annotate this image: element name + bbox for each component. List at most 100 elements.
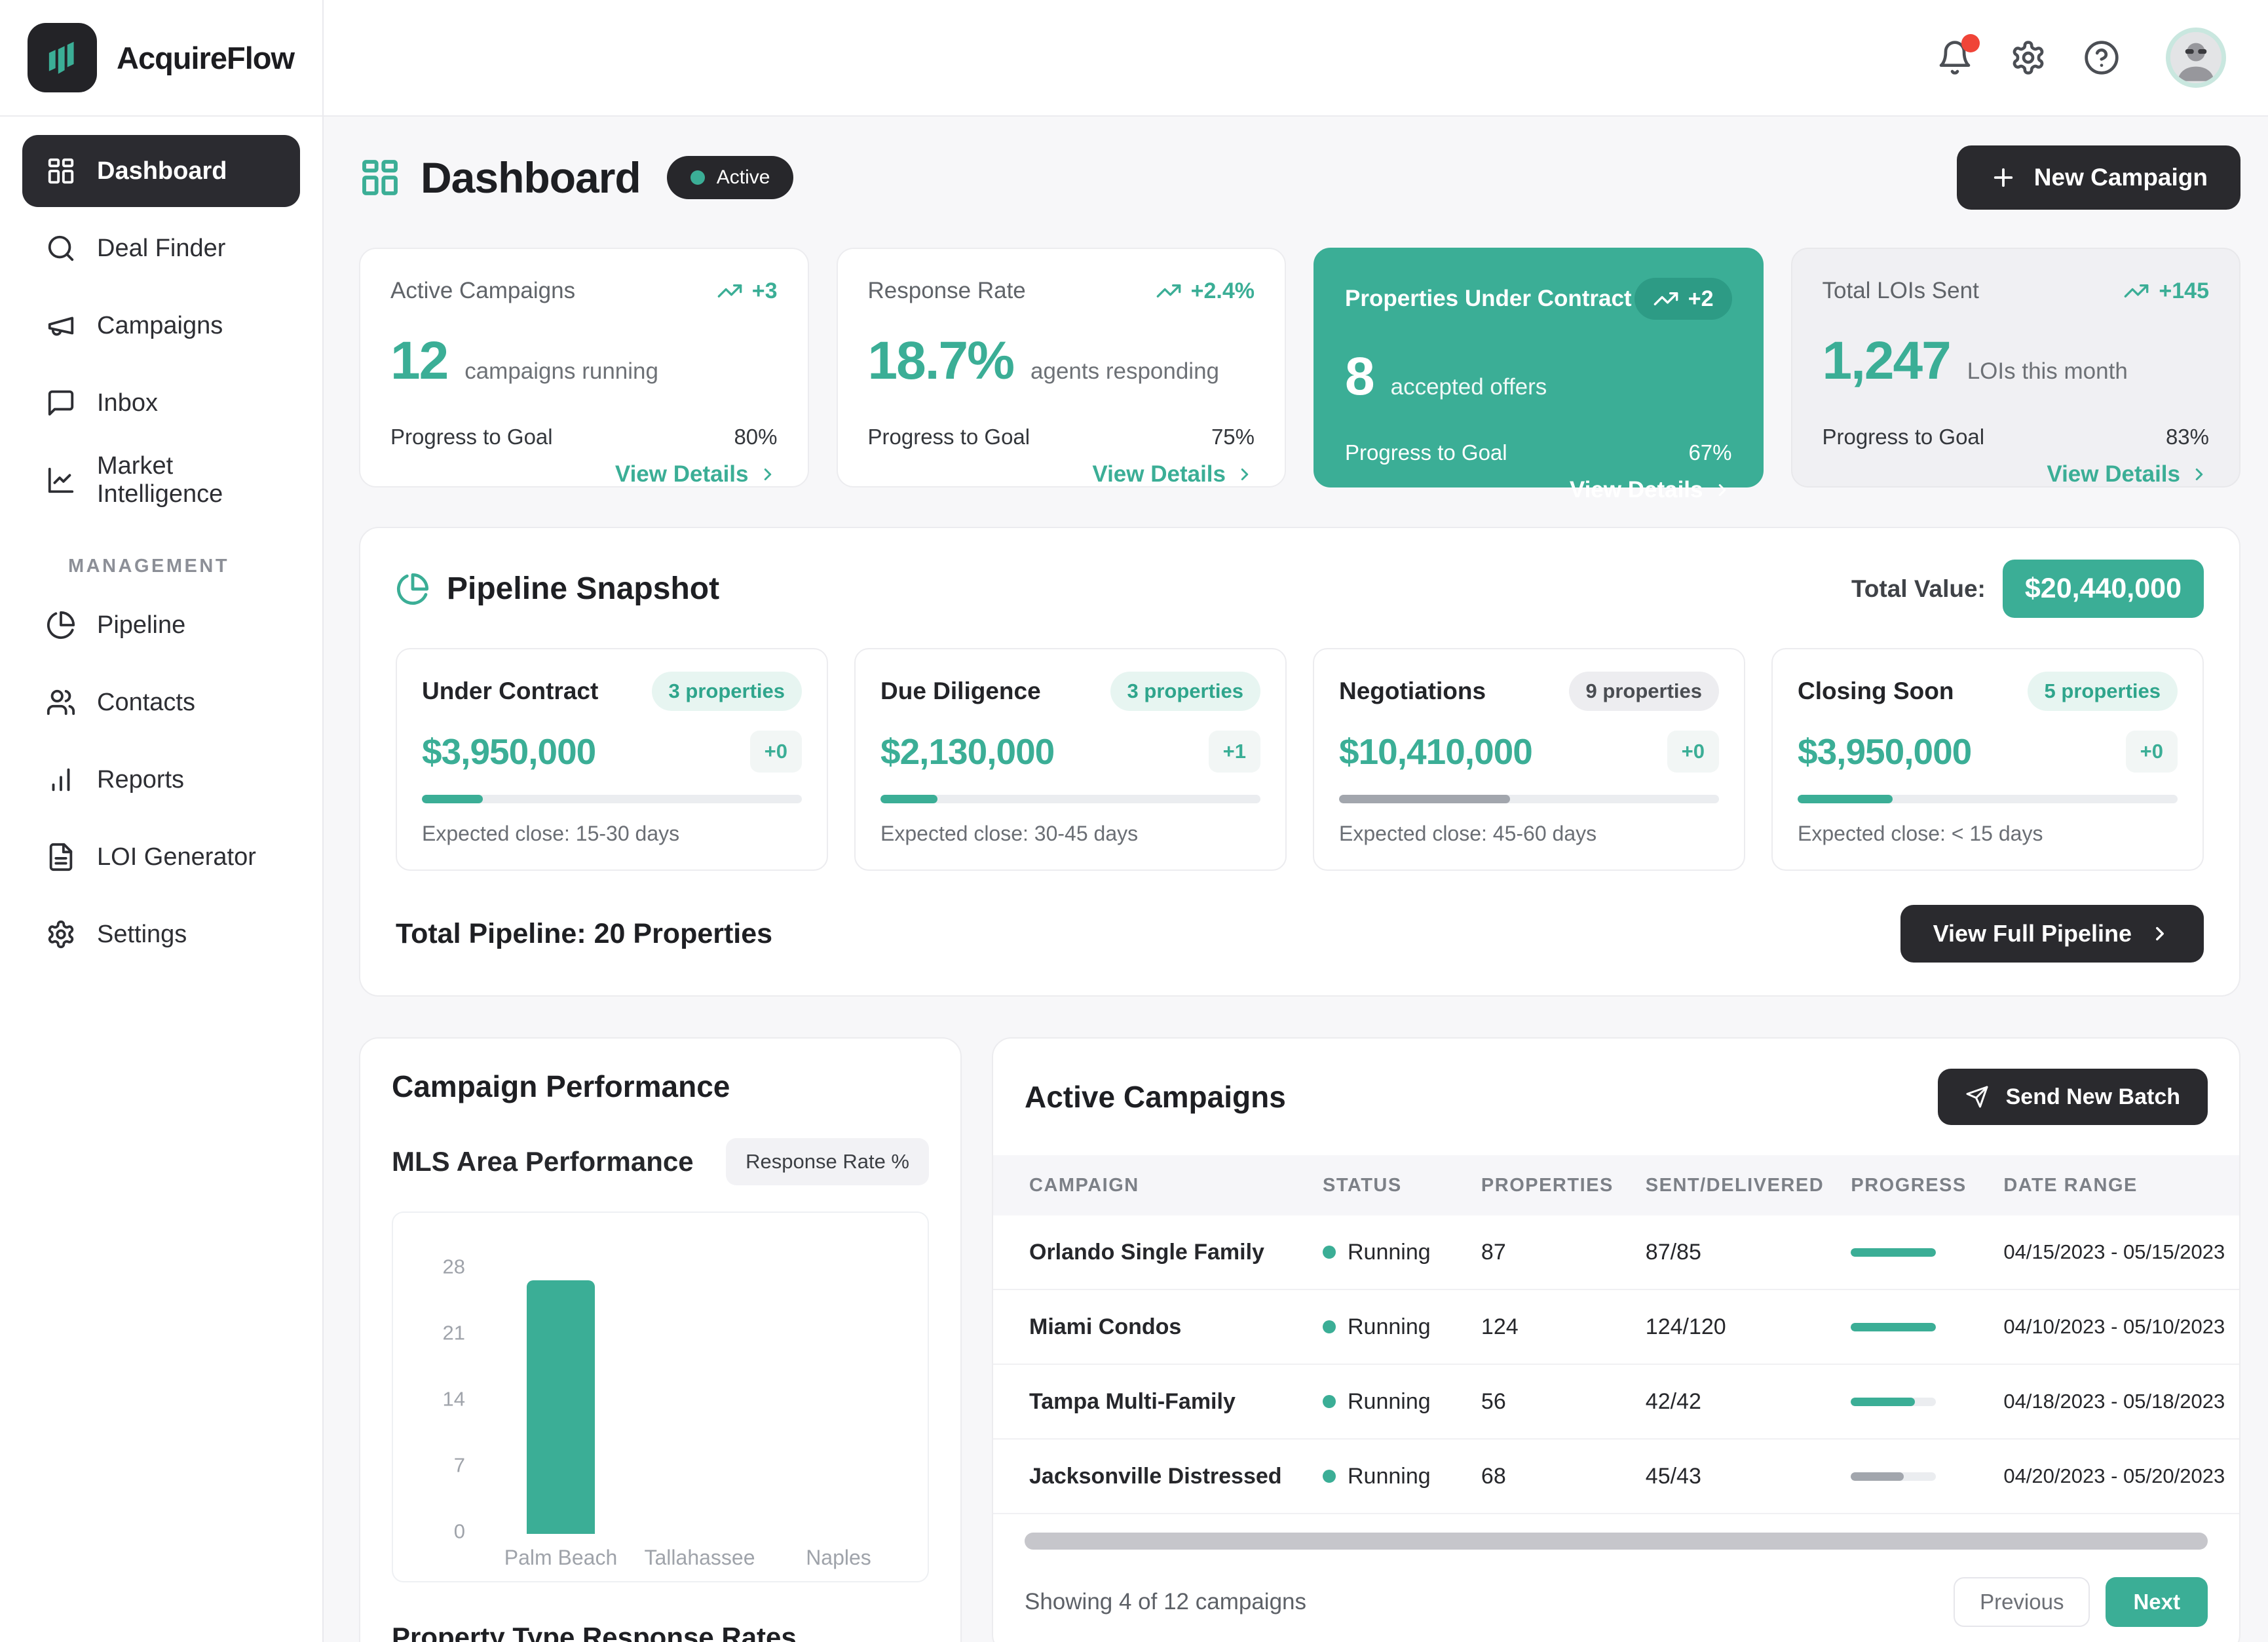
cell-properties: 87 <box>1481 1239 1506 1265</box>
progress-percent: 75% <box>1211 425 1255 449</box>
page-title: Dashboard <box>421 153 641 202</box>
dashboard-grid-icon <box>46 156 76 186</box>
sidebar-section-label: MANAGEMENT <box>68 556 230 577</box>
table-row-jacksonville-distressed[interactable]: Jacksonville Distressed Running 68 45/43… <box>993 1440 2239 1514</box>
view-details-link[interactable]: View Details <box>1345 477 1732 503</box>
sidebar-item-dashboard[interactable]: Dashboard <box>22 135 300 207</box>
brand-name: AcquireFlow <box>117 40 295 75</box>
cell-date-range: 04/18/2023 - 05/18/2023 <box>2003 1390 2225 1413</box>
chart-plot-area <box>491 1246 908 1534</box>
cell-progress-track <box>1851 1472 1937 1481</box>
trend-badge: +2 <box>1634 278 1732 320</box>
stat-card-properties-under-contract: Properties Under Contract +2 8 accepted … <box>1314 248 1764 503</box>
sidebar-item-pipeline[interactable]: Pipeline <box>22 589 300 661</box>
trending-up-icon <box>717 284 742 297</box>
status-badge: Active <box>666 156 794 199</box>
sidebar-item-reports[interactable]: Reports <box>22 744 300 816</box>
chart-x-axis: Palm Beach Tallahassee Naples <box>504 1546 871 1569</box>
page-head: Dashboard Active New Campaign <box>359 145 2240 210</box>
cell-sent-delivered: 87/85 <box>1645 1239 1701 1265</box>
sidebar-item-label: Dashboard <box>97 157 227 185</box>
status-badge-label: Active <box>716 166 770 188</box>
cell-date-range: 04/10/2023 - 05/10/2023 <box>2003 1315 2225 1338</box>
topbar <box>324 0 2268 117</box>
stage-count-badge: 5 properties <box>2027 672 2178 711</box>
line-chart-icon <box>46 465 76 495</box>
help-icon[interactable] <box>2083 39 2120 76</box>
new-campaign-button[interactable]: New Campaign <box>1956 145 2240 210</box>
cell-sent-delivered: 42/42 <box>1645 1388 1701 1414</box>
notifications-bell-icon[interactable] <box>1937 34 1980 76</box>
table-row-orlando-single-family[interactable]: Orlando Single Family Running 87 87/85 0… <box>993 1215 2239 1290</box>
campaigns-table-header: CAMPAIGN STATUS PROPERTIES SENT/DELIVERE… <box>993 1155 2239 1215</box>
cell-date-range: 04/15/2023 - 05/15/2023 <box>2003 1240 2225 1263</box>
cell-status: Running <box>1323 1389 1481 1415</box>
chevron-right-icon <box>1241 468 1249 480</box>
progress-label: Progress to Goal <box>1822 425 1985 449</box>
property-type-response-rates-title: Property Type Response Rates <box>392 1622 797 1642</box>
stage-count-badge: 3 properties <box>1110 672 1260 711</box>
message-icon <box>46 388 76 418</box>
sidebar-item-market-intelligence[interactable]: Market Intelligence <box>22 444 300 516</box>
response-rate-legend-chip: Response Rate % <box>726 1138 929 1185</box>
cell-properties: 68 <box>1481 1463 1506 1489</box>
pipeline-stages: Under Contract 3 properties $3,950,000 +… <box>396 648 2204 871</box>
active-campaigns-panel: Active Campaigns Send New Batch CAMPAIGN… <box>992 1037 2240 1642</box>
chevron-right-icon <box>2195 468 2203 480</box>
running-dot-icon <box>1323 1320 1336 1333</box>
stage-progress-track <box>1798 795 2178 803</box>
progress-percent: 83% <box>2165 425 2209 449</box>
view-details-link[interactable]: View Details <box>390 461 778 487</box>
dashboard-grid-icon <box>359 157 401 199</box>
sidebar-item-deal-finder[interactable]: Deal Finder <box>22 212 300 284</box>
send-new-batch-button[interactable]: Send New Batch <box>1937 1069 2208 1125</box>
pipeline-title: Pipeline Snapshot <box>447 571 720 606</box>
settings-gear-icon[interactable] <box>2010 39 2047 76</box>
progress-percent: 80% <box>734 425 778 449</box>
view-details-link[interactable]: View Details <box>1823 461 2210 487</box>
view-full-pipeline-button[interactable]: View Full Pipeline <box>1900 905 2204 963</box>
total-value-label: Total Value: <box>1851 575 1986 602</box>
stage-value: $3,950,000 <box>1798 731 1972 772</box>
sidebar-item-loi-generator[interactable]: LOI Generator <box>22 821 300 893</box>
sidebar: AcquireFlow Dashboard Deal Finder Campai… <box>0 0 324 1642</box>
sidebar-menu: Dashboard Deal Finder Campaigns Inbox Ma… <box>0 117 322 970</box>
horizontal-scrollbar[interactable] <box>1025 1533 2208 1550</box>
brand-logo-icon <box>28 23 97 92</box>
table-row-miami-condos[interactable]: Miami Condos Running 124 124/120 04/10/2… <box>993 1290 2239 1365</box>
stage-progress-fill <box>1339 795 1510 803</box>
sidebar-item-label: Campaigns <box>97 311 223 339</box>
stage-delta-badge: +0 <box>2125 731 2178 773</box>
stage-delta-badge: +0 <box>1667 731 1719 773</box>
next-page-button[interactable]: Next <box>2106 1577 2208 1627</box>
sidebar-item-campaigns[interactable]: Campaigns <box>22 290 300 362</box>
stage-progress-track <box>880 795 1260 803</box>
users-icon <box>46 687 76 717</box>
cell-progress-fill <box>1851 1322 1937 1331</box>
sidebar-item-label: Reports <box>97 765 185 793</box>
stat-card-total-lois-sent: Total LOIs Sent +145 1,247 LOIs this mon… <box>1790 248 2240 487</box>
chevron-right-icon <box>764 468 771 480</box>
table-row-tampa-multi-family[interactable]: Tampa Multi-Family Running 56 42/42 04/1… <box>993 1365 2239 1440</box>
cell-progress-fill <box>1851 1472 1904 1481</box>
stat-title: Total LOIs Sent <box>1822 278 1979 303</box>
cell-progress-fill <box>1851 1397 1915 1406</box>
sidebar-item-contacts[interactable]: Contacts <box>22 666 300 738</box>
stage-name: Negotiations <box>1339 678 1486 704</box>
previous-page-button[interactable]: Previous <box>1954 1577 2090 1627</box>
showing-count-label: Showing 4 of 12 campaigns <box>1025 1589 1306 1614</box>
view-details-link[interactable]: View Details <box>868 461 1255 487</box>
stage-card-negotiations: Negotiations 9 properties $10,410,000 +0… <box>1313 648 1745 871</box>
sidebar-item-label: Deal Finder <box>97 234 226 262</box>
stage-card-under-contract: Under Contract 3 properties $3,950,000 +… <box>396 648 828 871</box>
progress-label: Progress to Goal <box>867 425 1030 449</box>
sidebar-item-inbox[interactable]: Inbox <box>22 367 300 439</box>
stat-cards: Active Campaigns +3 12 campaigns running… <box>359 248 2240 503</box>
running-dot-icon <box>1323 1246 1336 1259</box>
chevron-right-icon <box>2156 926 2164 941</box>
cell-progress-fill <box>1851 1248 1937 1257</box>
user-avatar[interactable] <box>2166 28 2226 88</box>
sidebar-item-settings[interactable]: Settings <box>22 898 300 970</box>
total-pipeline-label: Total Pipeline: 20 Properties <box>396 917 773 949</box>
stage-delta-badge: +1 <box>1208 731 1260 773</box>
